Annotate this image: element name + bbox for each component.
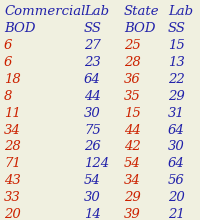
Text: 20: 20 [4, 208, 21, 220]
Text: 29: 29 [124, 191, 141, 204]
Text: BOD: BOD [124, 22, 156, 35]
Text: 71: 71 [4, 157, 21, 170]
Text: 6: 6 [4, 39, 12, 52]
Text: 64: 64 [168, 124, 185, 137]
Text: 75: 75 [84, 124, 101, 137]
Text: 23: 23 [84, 56, 101, 69]
Text: 44: 44 [124, 124, 141, 137]
Text: 28: 28 [4, 140, 21, 154]
Text: 43: 43 [4, 174, 21, 187]
Text: 34: 34 [4, 124, 21, 137]
Text: 29: 29 [168, 90, 185, 103]
Text: 56: 56 [168, 174, 185, 187]
Text: Lab: Lab [168, 5, 193, 18]
Text: 44: 44 [84, 90, 101, 103]
Text: 34: 34 [124, 174, 141, 187]
Text: 13: 13 [168, 56, 185, 69]
Text: 18: 18 [4, 73, 21, 86]
Text: BOD: BOD [4, 22, 36, 35]
Text: 64: 64 [168, 157, 185, 170]
Text: 64: 64 [84, 73, 101, 86]
Text: 28: 28 [124, 56, 141, 69]
Text: 33: 33 [4, 191, 21, 204]
Text: 22: 22 [168, 73, 185, 86]
Text: SS: SS [168, 22, 186, 35]
Text: 8: 8 [4, 90, 12, 103]
Text: 30: 30 [168, 140, 185, 154]
Text: 42: 42 [124, 140, 141, 154]
Text: 26: 26 [84, 140, 101, 154]
Text: 14: 14 [84, 208, 101, 220]
Text: 54: 54 [84, 174, 101, 187]
Text: Lab: Lab [84, 5, 109, 18]
Text: 11: 11 [4, 107, 21, 120]
Text: 39: 39 [124, 208, 141, 220]
Text: 21: 21 [168, 208, 185, 220]
Text: 30: 30 [84, 191, 101, 204]
Text: 27: 27 [84, 39, 101, 52]
Text: Commercial: Commercial [4, 5, 85, 18]
Text: 36: 36 [124, 73, 141, 86]
Text: 25: 25 [124, 39, 141, 52]
Text: 15: 15 [124, 107, 141, 120]
Text: 20: 20 [168, 191, 185, 204]
Text: 6: 6 [4, 56, 12, 69]
Text: State: State [124, 5, 160, 18]
Text: SS: SS [84, 22, 102, 35]
Text: 31: 31 [168, 107, 185, 120]
Text: 35: 35 [124, 90, 141, 103]
Text: 54: 54 [124, 157, 141, 170]
Text: 124: 124 [84, 157, 109, 170]
Text: 30: 30 [84, 107, 101, 120]
Text: 15: 15 [168, 39, 185, 52]
